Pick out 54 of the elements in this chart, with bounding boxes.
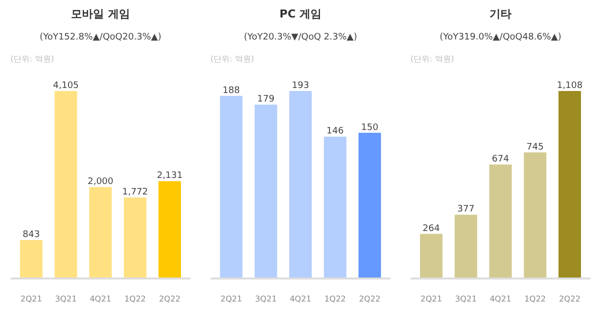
bar: [158, 181, 181, 278]
bar: [324, 136, 346, 278]
data-label: 193: [292, 81, 310, 91]
data-label: 188: [222, 86, 240, 96]
x-tick-label: 4Q21: [290, 294, 312, 304]
chart-title: PC 게임: [280, 8, 322, 20]
x-tick-label: 3Q21: [55, 294, 77, 304]
data-label: 1,772: [122, 188, 148, 198]
x-tick-label: 1Q22: [324, 294, 346, 304]
x-tick-label: 2Q21: [220, 294, 242, 304]
chart-subtitle: (YoY319.0%▲/QoQ48.6%▲): [440, 32, 562, 42]
bar: [220, 96, 243, 278]
data-label: 264: [422, 224, 440, 234]
bar: [289, 91, 312, 278]
x-tick-label: 1Q22: [524, 294, 546, 304]
data-label: 377: [457, 204, 474, 215]
x-tick-label: 2Q21: [20, 294, 42, 304]
data-label: 150: [361, 122, 379, 133]
x-tick-label: 2Q22: [558, 294, 581, 304]
bar: [558, 91, 581, 278]
bar: [489, 164, 512, 278]
bar: [254, 104, 278, 278]
bar: [20, 240, 43, 278]
bar: [358, 132, 381, 278]
bar: [54, 91, 78, 278]
bar: [124, 198, 146, 278]
chart-subtitle: (YoY152.8%▲/QoQ20.3%▲): [40, 32, 162, 42]
chart-subtitle: (YoY20.3%▼/QoQ 2.3%▲): [244, 32, 358, 42]
bar: [89, 187, 112, 278]
x-tick-label: 4Q21: [490, 294, 512, 304]
data-label: 146: [326, 126, 344, 137]
bar: [454, 214, 478, 278]
data-label: 4,105: [53, 81, 79, 91]
x-tick-label: 4Q21: [90, 294, 112, 304]
x-tick-label: 1Q22: [124, 294, 146, 304]
data-label: 843: [22, 230, 40, 240]
x-tick-label: 3Q21: [255, 294, 277, 304]
bar: [524, 152, 546, 278]
bar: [420, 234, 443, 278]
text: (단위: 억원): [410, 54, 454, 64]
x-tick-label: 2Q22: [158, 294, 181, 304]
data-label: 2,131: [156, 171, 183, 182]
data-label: 674: [492, 154, 510, 164]
text: (단위: 억원): [210, 54, 254, 64]
text: (단위: 억원): [10, 54, 54, 64]
chart-title: 기타: [490, 8, 512, 20]
x-tick-label: 3Q21: [455, 294, 477, 304]
data-label: 179: [257, 94, 275, 105]
data-label: 2,000: [88, 177, 114, 188]
x-tick-label: 2Q21: [420, 294, 442, 304]
chart-title: 모바일 게임: [71, 8, 130, 20]
x-tick-label: 2Q22: [358, 294, 381, 304]
data-label: 1,108: [556, 81, 583, 91]
data-label: 745: [526, 142, 544, 152]
